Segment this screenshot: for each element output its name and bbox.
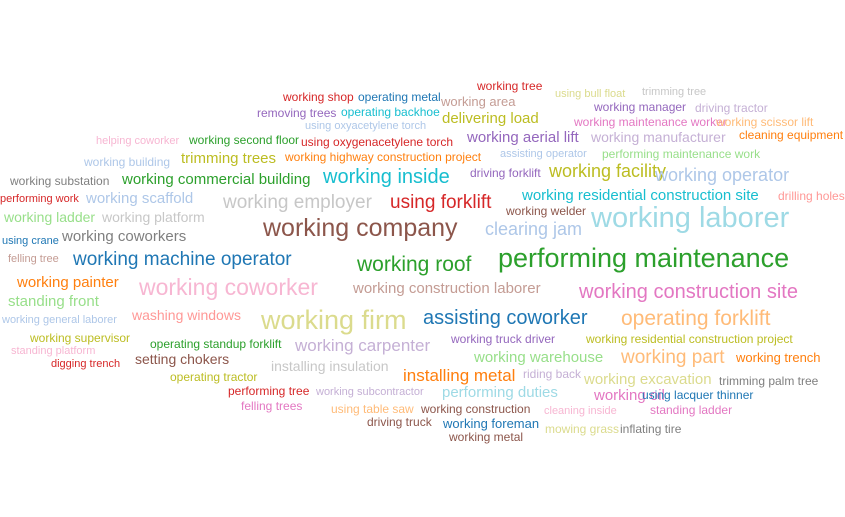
word-working-substation: working substation (10, 174, 110, 188)
word-working-manufacturer: working manufacturer (591, 129, 726, 145)
word-working-laborer: working laborer (591, 202, 790, 234)
word-working-area: working area (441, 94, 516, 109)
word-working-construction-laborer: working construction laborer (353, 280, 541, 297)
word-working-painter: working painter (17, 274, 119, 291)
word-operating-backhoe: operating backhoe (341, 105, 440, 119)
word-working-metal: working metal (449, 430, 524, 444)
word-standing-front: standing front (8, 293, 99, 310)
word-using-oxygenacetylene-torch: using oxygenacetylene torch (301, 135, 454, 149)
word-working-employer: working employer (223, 192, 372, 213)
word-trimming-trees: trimming trees (181, 150, 277, 167)
word-digging-trench: digging trench (51, 358, 121, 370)
word-working-inside: working inside (323, 166, 450, 188)
word-working-second-floor: working second floor (189, 133, 300, 147)
word-working-foreman: working foreman (443, 416, 540, 431)
word-working-truck-driver: working truck driver (451, 332, 556, 346)
word-cleaning-inside: cleaning inside (544, 405, 617, 417)
word-riding-back: riding back (523, 367, 582, 381)
word-working-trench: working trench (736, 350, 821, 365)
word-helping-coworker: helping coworker (96, 135, 180, 147)
word-working-scaffold: working scaffold (86, 190, 194, 207)
word-working-subcontractor: working subcontractor (316, 386, 424, 398)
word-working-ladder: working ladder (4, 209, 96, 225)
word-working-tree: working tree (477, 79, 543, 93)
word-setting-chokers: setting chokers (135, 351, 230, 367)
word-using-forklift: using forklift (390, 192, 492, 213)
word-performing-duties: performing duties (442, 384, 558, 401)
word-using-crane: using crane (2, 235, 59, 247)
word-standing-platform: standing platform (11, 345, 96, 357)
word-drilling-holes: drilling holes (778, 189, 845, 203)
word-performing-maintenance-work: performing maintenance work (602, 147, 761, 161)
word-working-firm: working firm (261, 305, 407, 335)
word-washing-windows: washing windows (132, 307, 241, 323)
word-operating-forklift: operating forklift (621, 307, 771, 330)
word-working-shop: working shop (283, 90, 354, 104)
word-working-residential-construction-project: working residential construction project (586, 332, 793, 346)
word-using-table-saw: using table saw (331, 402, 414, 416)
word-working-roof: working roof (357, 253, 472, 276)
word-driving-tractor: driving tractor (695, 101, 768, 115)
word-working-coworkers: working coworkers (62, 228, 187, 245)
word-operating-tractor: operating tractor (170, 370, 258, 384)
word-working-supervisor: working supervisor (30, 331, 131, 345)
word-delivering-load: delivering load (442, 110, 539, 127)
word-working-company: working company (263, 214, 458, 242)
word-using-lacquer-thinner: using lacquer thinner (642, 388, 754, 402)
word-using-bull-float: using bull float (555, 88, 626, 100)
word-working-excavation: working excavation (584, 371, 712, 388)
word-cleaning-equipment: cleaning equipment (739, 128, 844, 142)
word-working-coworker: working coworker (139, 274, 318, 300)
word-felling-tree: felling tree (8, 253, 59, 265)
word-working-manager: working manager (594, 100, 687, 114)
word-driving-truck: driving truck (367, 415, 432, 429)
word-working-carpenter: working carpenter (295, 336, 431, 355)
word-operating-standup-forklift: operating standup forklift (150, 337, 282, 351)
word-working-welder: working welder (506, 204, 587, 218)
word-working-residential-construction-site: working residential construction site (522, 187, 759, 204)
word-operating-metal: operating metal (358, 90, 441, 104)
word-working-platform: working platform (102, 209, 205, 225)
word-using-oxyacetylene-torch: using oxyacetylene torch (305, 120, 427, 132)
word-working-oil: working oil (594, 387, 665, 404)
word-working-commercial-building: working commercial building (122, 171, 311, 188)
word-inflating-tire: inflating tire (620, 422, 682, 436)
word-working-part: working part (621, 347, 725, 368)
word-working-construction-site: working construction site (579, 281, 798, 303)
word-working-construction: working construction (421, 402, 531, 416)
word-working-warehouse: working warehouse (474, 349, 604, 366)
word-mowing-grass: mowing grass (545, 422, 620, 436)
word-performing-maintenance: performing maintenance (498, 243, 790, 273)
word-working-facility: working facility (549, 161, 667, 181)
word-assisting-coworker: assisting coworker (423, 307, 588, 329)
word-clearing-jam: clearing jam (485, 219, 583, 239)
word-working-operator: working operator (655, 165, 790, 185)
word-removing-trees: removing trees (257, 106, 337, 120)
word-performing-work: performing work (0, 193, 79, 205)
word-working-building: working building (84, 155, 171, 169)
word-performing-tree: performing tree (228, 384, 310, 398)
word-working-highway-construction-project: working highway construction project (285, 150, 482, 164)
word-working-maintenance-worker: working maintenance worker (574, 115, 727, 129)
word-felling-trees: felling trees (241, 399, 303, 413)
word-trimming-tree: trimming tree (642, 86, 707, 98)
word-installing-insulation: installing insulation (271, 358, 389, 374)
word-trimming-palm-tree: trimming palm tree (719, 374, 819, 388)
word-installing-metal: installing metal (403, 366, 516, 385)
word-working-aerial-lift: working aerial lift (467, 129, 579, 146)
word-working-scissor-lift: working scissor lift (716, 115, 814, 129)
word-assisting-operator: assisting operator (500, 148, 587, 160)
word-working-machine-operator: working machine operator (73, 249, 292, 270)
word-standing-ladder: standing ladder (650, 403, 733, 417)
word-working-general-laborer: working general laborer (2, 314, 117, 326)
word-driving-forklift: driving forklift (470, 166, 541, 180)
